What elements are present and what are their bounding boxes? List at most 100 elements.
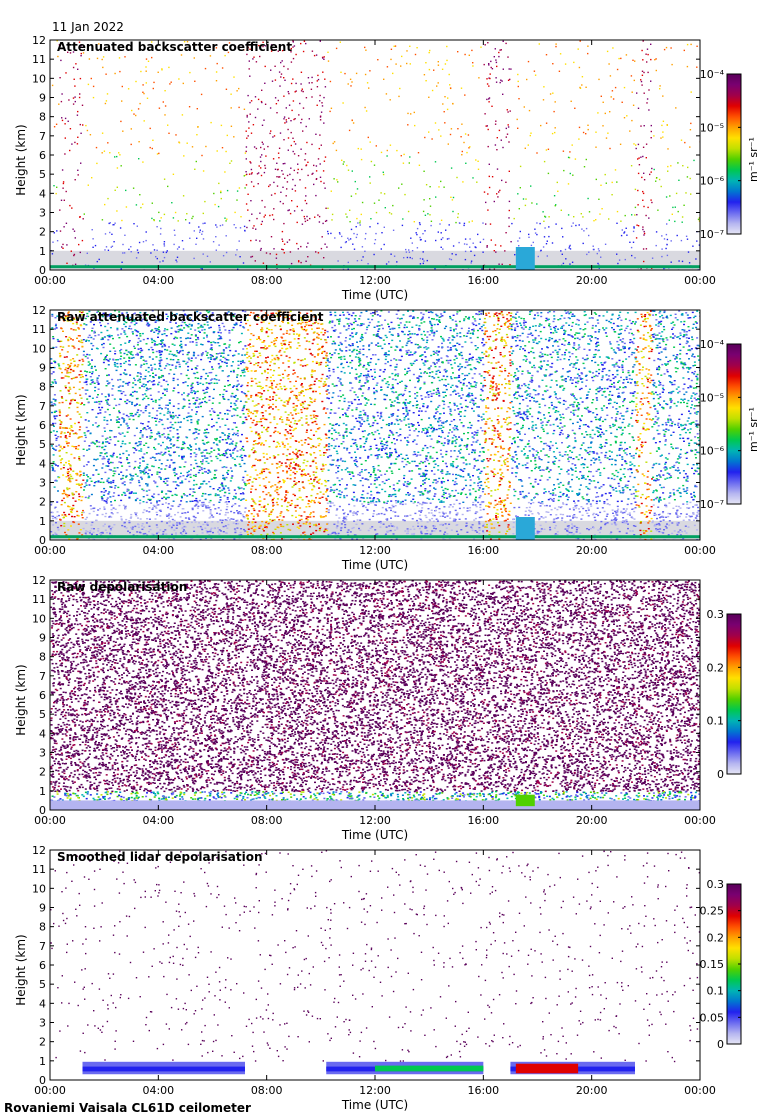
- chart-panel-1: 0 1 2 3 4 5 6 7 8 9 10 11 12 00:00 04:00 08:00 12:00 16:0…: [0, 34, 780, 307]
- y-tick-label: 6: [39, 149, 46, 162]
- y-tick-label: 10: [32, 882, 46, 895]
- y-tick-label: 10: [32, 72, 46, 85]
- x-tick-label: 00:00: [684, 544, 716, 557]
- y-tick-label: 7: [39, 940, 46, 953]
- y-tick-label: 3: [39, 1017, 46, 1030]
- footer-caption: Rovaniemi Vaisala CL61D ceilometer: [4, 1101, 251, 1115]
- y-axis-label: Height (km): [14, 930, 28, 1010]
- y-tick-label: 0: [39, 264, 46, 277]
- heatmap-field: [50, 580, 700, 810]
- colorbar-tick-label: 0: [717, 768, 724, 781]
- x-tick-label: 08:00: [251, 544, 283, 557]
- y-tick-label: 1: [39, 1055, 46, 1068]
- colorbar-tick-label: 0.1: [707, 715, 725, 728]
- chart-panel-4: 0 1 2 3 4 5 6 7 8 9 10 11 12 00:00 04:00 08:00 12:00 16:0…: [0, 844, 780, 1117]
- colorbar-tick-label: 10⁻⁶: [700, 445, 725, 458]
- x-axis-label: Time (UTC): [320, 1098, 430, 1112]
- y-tick-label: 10: [32, 342, 46, 355]
- colorbar-tick-label: 0.2: [707, 661, 725, 674]
- x-tick-label: 04:00: [142, 814, 174, 827]
- y-tick-label: 5: [39, 168, 46, 181]
- x-tick-label: 20:00: [576, 274, 608, 287]
- plot-title: Smoothed lidar depolarisation: [57, 850, 263, 864]
- x-tick-label: 00:00: [684, 814, 716, 827]
- y-tick-label: 8: [39, 651, 46, 664]
- y-tick-label: 1: [39, 785, 46, 798]
- colorbar-tick-label: 10⁻⁵: [700, 121, 724, 134]
- plot-title: Raw attenuated backscatter coefficient: [57, 310, 324, 324]
- colorbar-tick-label: 0.3: [707, 878, 725, 891]
- y-tick-label: 9: [39, 902, 46, 915]
- y-tick-label: 12: [32, 844, 46, 857]
- colorbar-tick-label: 10⁻⁷: [700, 228, 724, 241]
- y-tick-label: 0: [39, 1074, 46, 1087]
- heatmap-field: [50, 40, 700, 270]
- x-tick-label: 04:00: [142, 1084, 174, 1097]
- y-tick-label: 12: [32, 304, 46, 317]
- y-tick-label: 8: [39, 111, 46, 124]
- chart-panel-2: 0 1 2 3 4 5 6 7 8 9 10 11 12 00:00 04:00 08:00 12:00 16:0…: [0, 304, 780, 577]
- y-tick-label: 3: [39, 207, 46, 220]
- y-tick-label: 8: [39, 921, 46, 934]
- x-tick-label: 00:00: [684, 1084, 716, 1097]
- x-axis-label: Time (UTC): [320, 828, 430, 842]
- y-tick-label: 1: [39, 515, 46, 528]
- y-tick-label: 4: [39, 727, 46, 740]
- x-tick-label: 12:00: [359, 814, 391, 827]
- x-tick-label: 20:00: [576, 544, 608, 557]
- date-label: 11 Jan 2022: [52, 20, 124, 34]
- y-tick-label: 4: [39, 187, 46, 200]
- y-tick-label: 5: [39, 438, 46, 451]
- x-tick-label: 04:00: [142, 274, 174, 287]
- colorbar: [726, 343, 742, 505]
- y-tick-label: 8: [39, 381, 46, 394]
- x-axis-label: Time (UTC): [320, 288, 430, 302]
- y-tick-label: 12: [32, 574, 46, 587]
- colorbar-tick-label: 10⁻⁷: [700, 498, 724, 511]
- y-tick-label: 9: [39, 362, 46, 375]
- x-tick-label: 20:00: [576, 1084, 608, 1097]
- plot-title: Attenuated backscatter coefficient: [57, 40, 292, 54]
- colorbar-tick-label: 0.3: [707, 608, 725, 621]
- x-tick-label: 12:00: [359, 544, 391, 557]
- y-tick-label: 11: [32, 863, 46, 876]
- y-tick-label: 4: [39, 997, 46, 1010]
- heatmap-field: [50, 310, 700, 540]
- y-tick-label: 11: [32, 593, 46, 606]
- plot-title: Raw depolarisation: [57, 580, 187, 594]
- x-tick-label: 20:00: [576, 814, 608, 827]
- y-tick-label: 0: [39, 534, 46, 547]
- y-tick-label: 3: [39, 747, 46, 760]
- y-tick-label: 7: [39, 670, 46, 683]
- colorbar: [726, 73, 742, 235]
- x-tick-label: 12:00: [359, 1084, 391, 1097]
- y-tick-label: 7: [39, 130, 46, 143]
- colorbar-tick-label: 10⁻⁶: [700, 175, 725, 188]
- x-tick-label: 00:00: [34, 544, 66, 557]
- x-tick-label: 16:00: [467, 814, 499, 827]
- y-tick-label: 4: [39, 457, 46, 470]
- colorbar-tick-label: 0.15: [700, 958, 725, 971]
- colorbar-tick-label: 0: [717, 1038, 724, 1051]
- y-axis-label: Height (km): [14, 120, 28, 200]
- y-tick-label: 6: [39, 419, 46, 432]
- y-axis-label: Height (km): [14, 390, 28, 470]
- y-tick-label: 5: [39, 978, 46, 991]
- x-tick-label: 00:00: [684, 274, 716, 287]
- colorbar-tick-label: 0.1: [707, 985, 725, 998]
- x-tick-label: 00:00: [34, 274, 66, 287]
- x-tick-label: 16:00: [467, 274, 499, 287]
- colorbar-unit: m⁻¹ sr⁻¹: [747, 407, 760, 452]
- y-tick-label: 12: [32, 34, 46, 47]
- colorbar-tick-label: 0.2: [707, 931, 725, 944]
- colorbar-tick-label: 10⁻⁵: [700, 391, 724, 404]
- x-tick-label: 00:00: [34, 1084, 66, 1097]
- y-tick-label: 5: [39, 708, 46, 721]
- x-axis-label: Time (UTC): [320, 558, 430, 572]
- y-tick-label: 2: [39, 226, 46, 239]
- y-tick-label: 0: [39, 804, 46, 817]
- colorbar-tick-label: 10⁻⁴: [700, 338, 725, 351]
